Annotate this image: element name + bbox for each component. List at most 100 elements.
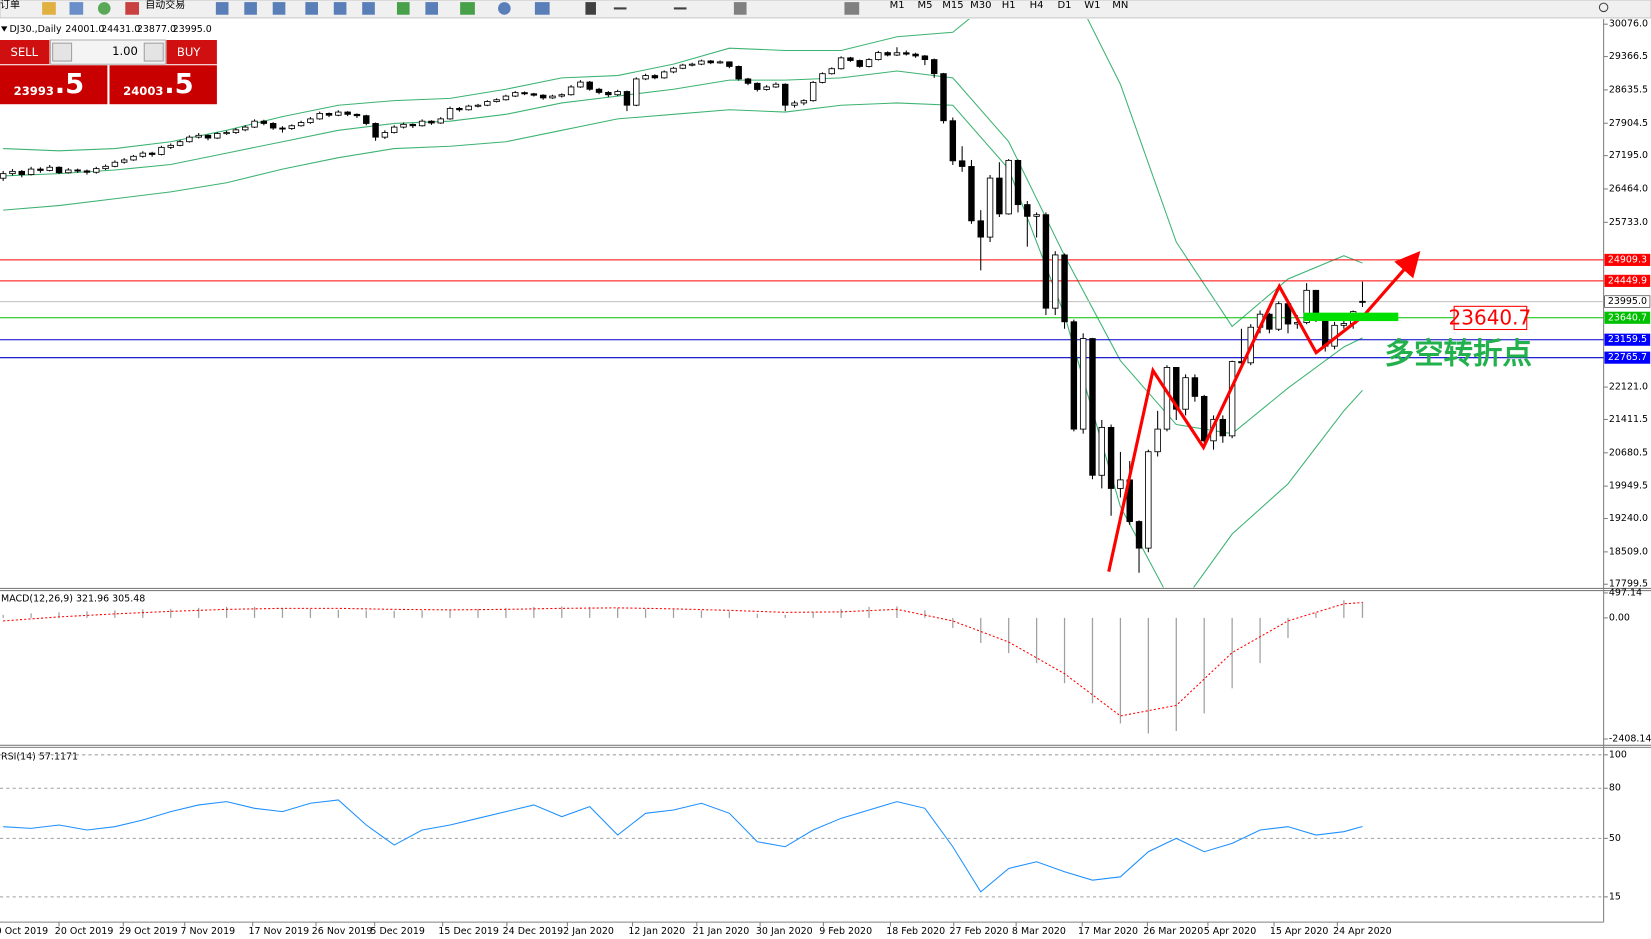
candle-body (1117, 479, 1124, 489)
icon[interactable] (498, 2, 511, 15)
x-tick-label: 20 Oct 2019 (55, 926, 114, 937)
candle-body (1005, 159, 1012, 215)
y-tick-label: 19949.5 (1609, 481, 1648, 492)
timeframe-button[interactable]: MN (1112, 0, 1128, 11)
candle-body (502, 95, 510, 101)
candle-body (288, 125, 296, 129)
icon[interactable] (272, 2, 286, 15)
price-level-box (1604, 295, 1651, 308)
rsi-title: RSI(14) 57.1171 (1, 751, 78, 762)
timeframe-button[interactable]: H4 (1030, 0, 1044, 11)
candle-body (651, 75, 659, 79)
y-tick-label: 26464.0 (1609, 183, 1648, 194)
bid-price: 23993 (14, 84, 54, 98)
candle-body (437, 118, 444, 124)
lot-down[interactable] (52, 42, 73, 62)
icon[interactable] (305, 2, 318, 15)
candle-body (37, 168, 44, 171)
timeframe-button[interactable]: M30 (970, 0, 991, 11)
candle-body (232, 129, 240, 134)
candle-body (214, 133, 221, 139)
candle-body (316, 113, 323, 120)
candle-body (512, 92, 519, 97)
timeframe-button[interactable]: M15 (942, 0, 963, 11)
icon[interactable] (613, 7, 627, 10)
bollinger-band (3, 18, 1363, 328)
icon[interactable] (396, 2, 410, 15)
icon[interactable] (97, 2, 111, 15)
x-tick-label: 30 Jan 2020 (756, 926, 813, 937)
price-box-text: 23640.7 (1449, 305, 1532, 329)
auto-trade[interactable]: 自动交易 (145, 0, 185, 11)
candle-body (968, 166, 975, 222)
candle-body (521, 92, 528, 95)
candle-body (1052, 254, 1059, 309)
icon[interactable] (244, 2, 257, 15)
icon[interactable] (733, 2, 747, 15)
icon[interactable] (425, 2, 439, 15)
icon[interactable] (125, 2, 139, 15)
icon[interactable] (333, 2, 347, 15)
candle-body (204, 134, 212, 139)
x-tick-label: 24 Dec 2019 (503, 926, 564, 937)
ohlc-high: 24431.0 (101, 24, 140, 35)
timeframe-button[interactable]: D1 (1057, 0, 1071, 11)
y-tick-label: 27195.0 (1609, 150, 1648, 161)
candle-body (307, 118, 314, 123)
timeframe-button[interactable]: M1 (890, 0, 905, 11)
bollinger-band (3, 102, 1363, 588)
lot-value[interactable]: 1.00 (112, 44, 138, 58)
search-icon[interactable] (1598, 2, 1609, 13)
buy-label[interactable]: BUY (177, 45, 201, 59)
candle-body (744, 78, 752, 84)
icon[interactable] (844, 2, 860, 15)
timeframe-button[interactable]: H1 (1002, 0, 1016, 11)
ohlc-low: 23877.0 (137, 24, 176, 35)
macd-signal (3, 602, 1363, 717)
price-level-label: 22765.7 (1608, 352, 1647, 363)
price-level-label: 24449.9 (1608, 275, 1647, 286)
candle-body (418, 120, 426, 127)
candle-body (1070, 321, 1078, 430)
new-order[interactable]: 订单 (0, 0, 20, 11)
icon[interactable] (215, 2, 229, 15)
candle-body (1359, 300, 1366, 303)
sell-label[interactable]: SELL (11, 45, 39, 59)
icon[interactable] (42, 2, 56, 15)
sell-button[interactable] (0, 40, 50, 65)
y-tick-label: 0.00 (1609, 612, 1630, 623)
candle-body (1266, 313, 1273, 330)
candle-body (74, 169, 81, 172)
timeframe-button[interactable]: W1 (1084, 0, 1100, 11)
candle-body (530, 93, 538, 96)
icon[interactable] (69, 2, 84, 15)
candle-body (847, 57, 854, 61)
candle-body (809, 81, 817, 102)
ohlc-open: 24001.0 (65, 24, 104, 35)
icon[interactable] (362, 2, 375, 15)
candle-body (83, 170, 91, 173)
candle-body (269, 123, 277, 129)
x-tick-label: 15 Apr 2020 (1270, 926, 1329, 937)
rsi-line (3, 799, 1363, 893)
lot-up[interactable] (143, 42, 164, 62)
icon[interactable] (673, 7, 687, 10)
candle-body (716, 61, 724, 64)
candle-body (1322, 316, 1329, 347)
icon[interactable] (460, 2, 475, 15)
ask-box[interactable] (109, 65, 217, 105)
bid-box[interactable] (0, 65, 108, 105)
candle-body (912, 53, 919, 57)
one-click-panel: SELL 1.00 BUY 23993 .5 24003 .5 (0, 39, 217, 105)
icon[interactable] (534, 2, 550, 15)
buy-button[interactable] (166, 40, 217, 65)
y-tick-label: 17799.5 (1609, 579, 1648, 590)
price-level-label: 24909.3 (1608, 254, 1647, 265)
candle-body (735, 66, 742, 80)
x-tick-label: 12 Jan 2020 (628, 926, 685, 937)
timeframe-button[interactable]: M5 (918, 0, 933, 11)
toolbar-bg (0, 0, 1651, 19)
candle-body (800, 100, 808, 104)
icon[interactable] (585, 2, 596, 15)
